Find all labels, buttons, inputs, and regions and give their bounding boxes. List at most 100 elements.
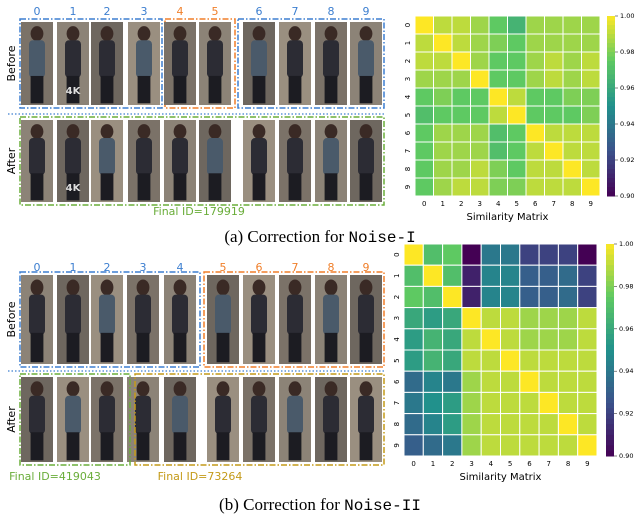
colorbar-segment: [606, 377, 614, 383]
person-legs: [137, 333, 150, 362]
heatmap-cell: [582, 34, 601, 52]
person-body: [136, 40, 152, 77]
colorbar-tick-label: 0.90: [620, 192, 634, 200]
heatmap-cell: [404, 329, 423, 350]
person-body: [358, 40, 374, 77]
heatmap-cell: [462, 329, 481, 350]
heatmap-cell: [526, 52, 545, 70]
heatmap-cell: [501, 329, 520, 350]
index-label: 0: [34, 261, 41, 274]
person-head: [209, 124, 222, 139]
heatmap-cell: [578, 308, 597, 329]
heatmap-cell: [558, 371, 577, 392]
x-tick-label: 2: [459, 200, 463, 208]
x-tick-label: 6: [533, 200, 538, 208]
person-legs: [325, 432, 338, 460]
heatmap-cell: [558, 350, 577, 371]
person-head: [101, 124, 114, 139]
person-head: [137, 279, 150, 295]
person-body: [99, 40, 115, 77]
heatmap-cell: [481, 308, 500, 329]
index-label: 6: [256, 5, 263, 18]
heatmap-cell: [563, 106, 582, 124]
heatmap-cell: [452, 16, 471, 34]
heatmap-cell: [501, 435, 520, 456]
colorbar-tick-label: 1.00: [620, 12, 634, 20]
person-legs: [289, 333, 302, 362]
heatmap-cell: [462, 414, 481, 435]
heatmap-cell: [481, 414, 500, 435]
heatmap-cell: [481, 329, 500, 350]
y-tick-label: 2: [393, 295, 401, 299]
heatmap-cell: [508, 52, 527, 70]
person-legs: [174, 76, 187, 103]
colorbar-segment: [606, 302, 614, 308]
heatmap-cell: [404, 435, 423, 456]
colorbar-segment: [606, 265, 614, 271]
colorbar-segment: [607, 102, 615, 107]
heatmap-cell: [462, 371, 481, 392]
person-legs: [138, 173, 151, 200]
heatmap-cell: [462, 392, 481, 413]
heatmap-cell: [471, 16, 490, 34]
person-legs: [253, 173, 266, 200]
heatmap-cell: [452, 88, 471, 106]
heatmap-cell: [404, 308, 423, 329]
heatmap-cell: [508, 70, 527, 88]
person-head: [289, 381, 302, 396]
heatmap-cell: [545, 160, 564, 178]
person-legs: [360, 333, 373, 362]
person-head: [289, 26, 302, 41]
x-tick-label: 4: [496, 200, 501, 208]
person-legs: [253, 432, 266, 460]
heatmap-cell: [545, 106, 564, 124]
person-legs: [360, 432, 373, 460]
index-label: 7: [292, 261, 299, 274]
colorbar-segment: [606, 361, 614, 367]
person-body: [99, 138, 115, 175]
person-head: [253, 124, 266, 139]
colorbar-segment: [607, 43, 615, 48]
heatmap-cell: [582, 142, 601, 160]
heatmap-cell: [501, 414, 520, 435]
person-body: [358, 138, 374, 175]
person-body: [65, 295, 81, 335]
colorbar-segment: [606, 355, 614, 361]
person-legs: [31, 173, 44, 200]
heatmap-cell: [462, 435, 481, 456]
colorbar-tick-label: 0.96: [620, 84, 634, 92]
heatmap-cell: [563, 142, 582, 160]
person-head: [289, 279, 302, 295]
colorbar-segment: [606, 329, 614, 335]
heatmap-cell: [404, 371, 423, 392]
colorbar-segment: [607, 34, 615, 39]
person-legs: [325, 173, 338, 200]
y-tick-label: 9: [404, 185, 412, 189]
colorbar-segment: [606, 398, 614, 404]
person-legs: [67, 432, 80, 460]
heatmap-cell: [481, 286, 500, 307]
y-tick-label: 6: [404, 130, 412, 135]
person-legs: [325, 333, 338, 362]
person-legs: [174, 333, 187, 362]
x-tick-label: 5: [515, 200, 519, 208]
heatmap-cell: [563, 88, 582, 106]
y-tick-label: 3: [393, 316, 401, 320]
person-head: [174, 124, 187, 139]
heatmap-cell: [508, 142, 527, 160]
heatmap-cell: [526, 142, 545, 160]
heatmap-cell: [582, 52, 601, 70]
person-body: [323, 295, 339, 335]
heatmap-cell: [434, 88, 453, 106]
heatmap-cell: [578, 286, 597, 307]
y-tick-label: 7: [404, 149, 412, 153]
person-legs: [253, 333, 266, 362]
colorbar-segment: [607, 133, 615, 138]
heatmap-cell: [526, 34, 545, 52]
person-legs: [360, 76, 373, 103]
heatmap-cell: [545, 142, 564, 160]
heatmap-cell: [423, 371, 442, 392]
y-tick-label: 2: [404, 59, 412, 63]
heatmap-cell: [423, 244, 442, 265]
heatmap-cell: [520, 414, 539, 435]
